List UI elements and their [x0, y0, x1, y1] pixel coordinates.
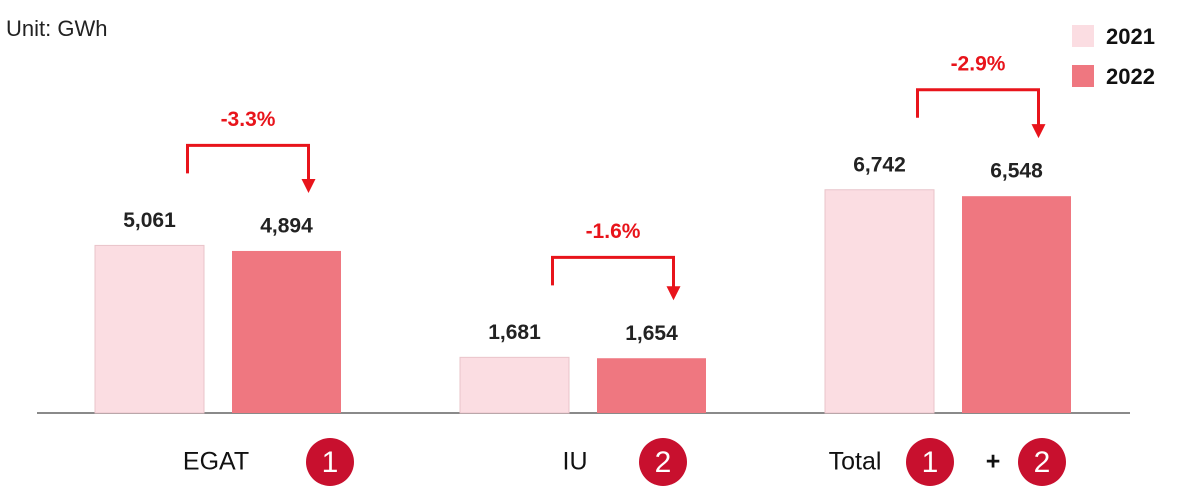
legend-label: 2021: [1106, 24, 1155, 49]
bar: [232, 250, 341, 413]
value-label: 6,742: [853, 153, 906, 176]
change-bracket: [916, 88, 1040, 127]
badge: [639, 438, 687, 486]
badge-label: 1: [322, 446, 339, 479]
change-arrowhead: [666, 286, 681, 301]
x-tick-label: Total: [829, 448, 882, 476]
legend-label: 2022: [1106, 64, 1155, 89]
legend-swatch: [1072, 25, 1094, 47]
value-label: 6,548: [990, 160, 1043, 183]
bar: [962, 196, 1071, 413]
badge-plus: +: [986, 448, 1001, 476]
unit-label: Unit: GWh: [6, 16, 107, 41]
value-label: 5,061: [123, 209, 176, 232]
bar: [597, 358, 706, 413]
x-tick-label: IU: [563, 448, 588, 476]
change-bracket: [551, 255, 675, 289]
legend-swatch: [1072, 65, 1094, 87]
badge-label: 2: [1034, 446, 1051, 479]
bar: [824, 189, 935, 414]
bar: [459, 356, 570, 414]
badge: [1018, 438, 1066, 486]
change-label: -3.3%: [221, 108, 276, 131]
value-label: 1,654: [625, 322, 678, 345]
badge-label: 2: [655, 446, 672, 479]
badge-label: 1: [922, 446, 939, 479]
x-tick-label: EGAT: [183, 448, 249, 476]
change-label: -2.9%: [951, 52, 1006, 75]
change-arrowhead: [301, 178, 316, 193]
badge: [906, 438, 954, 486]
change-label: -1.6%: [586, 220, 641, 243]
value-label: 4,894: [260, 214, 313, 237]
value-label: 1,681: [488, 321, 541, 344]
badge: [306, 438, 354, 486]
change-bracket: [186, 143, 310, 181]
change-arrowhead: [1031, 124, 1046, 139]
bar: [94, 244, 205, 414]
